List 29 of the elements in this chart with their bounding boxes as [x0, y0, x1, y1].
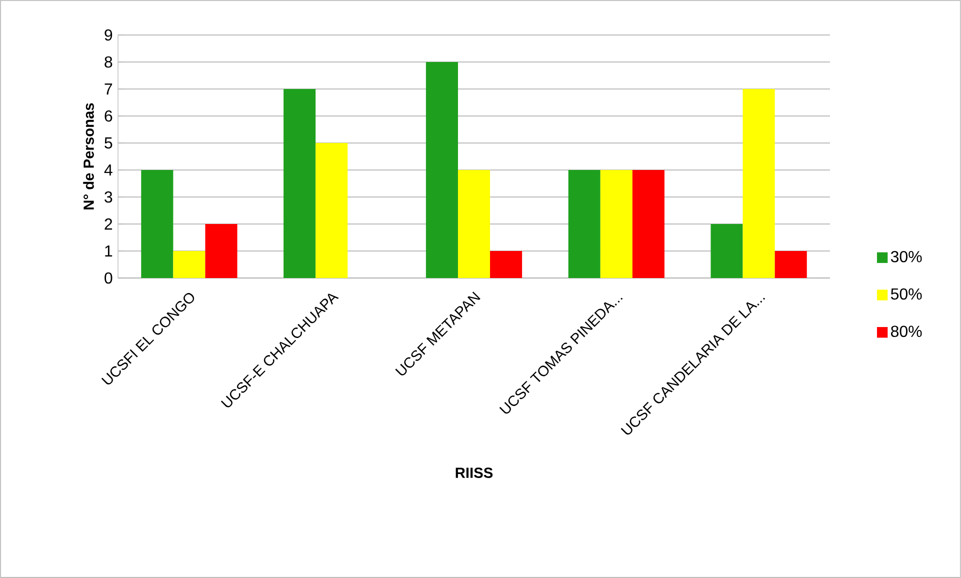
bar: [426, 62, 458, 278]
bar: [600, 170, 632, 278]
y-tick-label: 1: [105, 245, 112, 256]
y-tick-label: 5: [104, 137, 112, 149]
bar: [632, 170, 664, 278]
y-tick-label: 9: [104, 29, 112, 41]
bar: [173, 250, 206, 278]
bar: [141, 170, 174, 278]
bar: [568, 170, 600, 278]
bar: [205, 224, 238, 278]
x-axis-title: RIISS: [456, 468, 493, 478]
bar: [774, 250, 807, 278]
legend-label: 80%: [891, 326, 922, 338]
bar: [316, 142, 348, 278]
y-tick-label: 0: [104, 272, 112, 284]
bar: [490, 250, 522, 278]
bar: [284, 88, 316, 278]
y-tick-label: 7: [104, 84, 112, 94]
y-tick-label: 2: [104, 218, 112, 230]
bar: [458, 170, 490, 278]
legend-label: 50%: [890, 288, 922, 300]
legend-label: 30%: [890, 250, 922, 262]
y-tick-label: 3: [104, 191, 112, 203]
bar: [742, 88, 775, 278]
y-axis-title: N° de Personas: [83, 103, 94, 210]
y-tick-label: 8: [104, 56, 112, 68]
bar: [710, 224, 743, 278]
y-tick-label: 6: [104, 110, 112, 122]
y-tick-label: 4: [104, 164, 112, 176]
